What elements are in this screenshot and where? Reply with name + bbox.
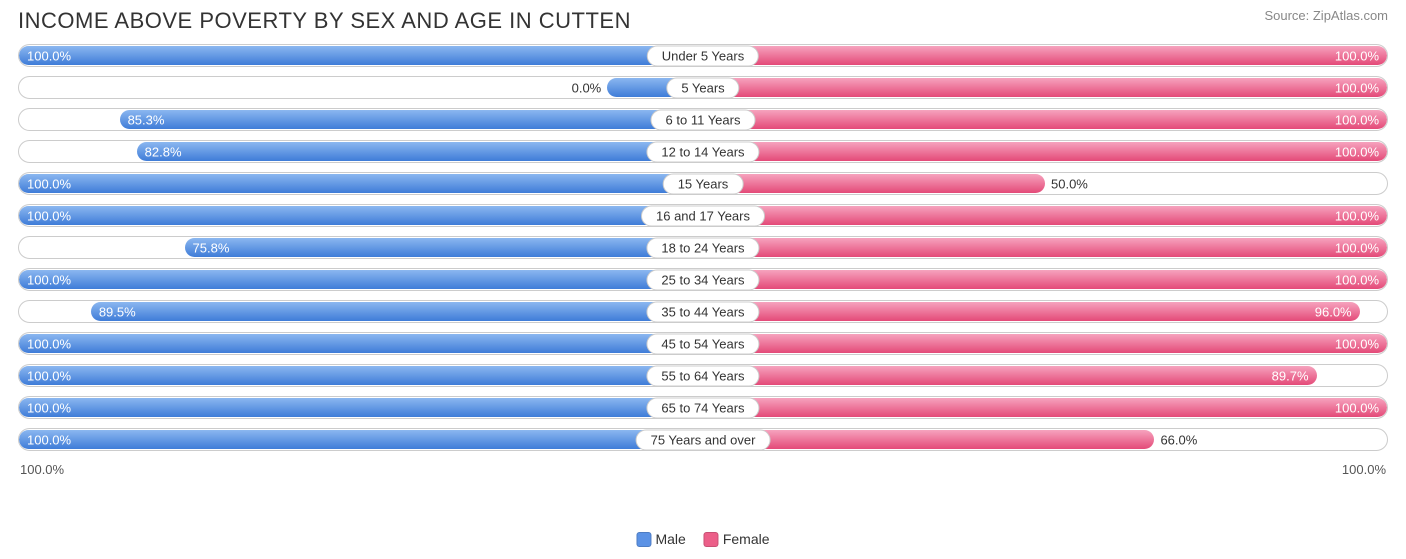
chart-row: 82.8% 100.0% 12 to 14 Years: [18, 140, 1388, 163]
source-attribution: Source: ZipAtlas.com: [1264, 8, 1388, 23]
chart-row: 85.3% 100.0% 6 to 11 Years: [18, 108, 1388, 131]
male-bar: 100.0%: [19, 206, 703, 225]
age-group-label: 6 to 11 Years: [651, 109, 756, 130]
male-value-label: 100.0%: [27, 336, 71, 351]
male-value-label: 100.0%: [27, 272, 71, 287]
male-bar: 100.0%: [19, 46, 703, 65]
female-bar: 100.0%: [703, 142, 1387, 161]
chart-row: 89.5% 96.0% 35 to 44 Years: [18, 300, 1388, 323]
male-bar: 82.8%: [137, 142, 703, 161]
chart-row: 0.0% 100.0% 5 Years: [18, 76, 1388, 99]
age-group-label: 5 Years: [666, 77, 739, 98]
female-value-label: 100.0%: [1335, 48, 1379, 63]
male-bar: 100.0%: [19, 174, 703, 193]
male-bar: 100.0%: [19, 366, 703, 385]
age-group-label: 35 to 44 Years: [646, 301, 759, 322]
male-bar: 100.0%: [19, 270, 703, 289]
chart-row: 100.0% 100.0% 65 to 74 Years: [18, 396, 1388, 419]
legend-female-swatch: [704, 532, 719, 547]
male-value-label: 100.0%: [27, 48, 71, 63]
female-bar: 100.0%: [703, 78, 1387, 97]
female-bar: 100.0%: [703, 334, 1387, 353]
female-value-label: 100.0%: [1335, 112, 1379, 127]
age-group-label: 25 to 34 Years: [646, 269, 759, 290]
male-value-label: 89.5%: [99, 304, 136, 319]
male-bar: 100.0%: [19, 398, 703, 417]
male-value-label: 0.0%: [572, 80, 602, 95]
chart-row: 100.0% 89.7% 55 to 64 Years: [18, 364, 1388, 387]
axis-labels: 100.0% 100.0%: [0, 460, 1406, 477]
female-bar: 100.0%: [703, 46, 1387, 65]
female-bar: 89.7%: [703, 366, 1317, 385]
chart-row: 100.0% 100.0% 16 and 17 Years: [18, 204, 1388, 227]
male-bar: 85.3%: [120, 110, 703, 129]
male-value-label: 100.0%: [27, 368, 71, 383]
female-value-label: 66.0%: [1160, 432, 1197, 447]
age-group-label: 15 Years: [663, 173, 744, 194]
chart-title: INCOME ABOVE POVERTY BY SEX AND AGE IN C…: [18, 8, 631, 34]
female-bar: 100.0%: [703, 238, 1387, 257]
female-value-label: 100.0%: [1335, 272, 1379, 287]
chart-row: 100.0% 100.0% 45 to 54 Years: [18, 332, 1388, 355]
female-value-label: 100.0%: [1335, 144, 1379, 159]
female-bar: 100.0%: [703, 206, 1387, 225]
chart-row: 100.0% 66.0% 75 Years and over: [18, 428, 1388, 451]
chart-row: 100.0% 100.0% Under 5 Years: [18, 44, 1388, 67]
female-bar: 100.0%: [703, 110, 1387, 129]
male-value-label: 100.0%: [27, 176, 71, 191]
female-bar: [703, 174, 1045, 193]
female-value-label: 50.0%: [1051, 176, 1088, 191]
male-value-label: 75.8%: [193, 240, 230, 255]
female-value-label: 96.0%: [1315, 304, 1352, 319]
male-bar: 100.0%: [19, 430, 703, 449]
age-group-label: 16 and 17 Years: [641, 205, 765, 226]
male-bar: 100.0%: [19, 334, 703, 353]
age-group-label: 12 to 14 Years: [646, 141, 759, 162]
female-bar: 96.0%: [703, 302, 1360, 321]
legend-male: Male: [636, 531, 685, 547]
male-value-label: 100.0%: [27, 208, 71, 223]
legend-female-label: Female: [723, 531, 770, 547]
male-value-label: 85.3%: [128, 112, 165, 127]
age-group-label: 55 to 64 Years: [646, 365, 759, 386]
female-bar: 100.0%: [703, 270, 1387, 289]
chart-row: 100.0% 50.0% 15 Years: [18, 172, 1388, 195]
legend: Male Female: [636, 531, 769, 547]
female-value-label: 100.0%: [1335, 400, 1379, 415]
male-value-label: 82.8%: [145, 144, 182, 159]
axis-right-label: 100.0%: [1342, 462, 1386, 477]
chart-row: 100.0% 100.0% 25 to 34 Years: [18, 268, 1388, 291]
male-bar: 89.5%: [91, 302, 703, 321]
age-group-label: Under 5 Years: [647, 45, 759, 66]
age-group-label: 65 to 74 Years: [646, 397, 759, 418]
female-bar: [703, 430, 1154, 449]
age-group-label: 45 to 54 Years: [646, 333, 759, 354]
male-value-label: 100.0%: [27, 432, 71, 447]
male-bar: 75.8%: [185, 238, 703, 257]
female-value-label: 100.0%: [1335, 240, 1379, 255]
female-value-label: 89.7%: [1272, 368, 1309, 383]
female-value-label: 100.0%: [1335, 336, 1379, 351]
female-value-label: 100.0%: [1335, 80, 1379, 95]
male-value-label: 100.0%: [27, 400, 71, 415]
chart-rows-container: 100.0% 100.0% Under 5 Years 0.0% 100.0% 5 Yea…: [0, 34, 1406, 451]
chart-row: 75.8% 100.0% 18 to 24 Years: [18, 236, 1388, 259]
female-bar: 100.0%: [703, 398, 1387, 417]
female-value-label: 100.0%: [1335, 208, 1379, 223]
legend-female: Female: [704, 531, 770, 547]
axis-left-label: 100.0%: [20, 462, 64, 477]
age-group-label: 18 to 24 Years: [646, 237, 759, 258]
age-group-label: 75 Years and over: [636, 429, 771, 450]
legend-male-label: Male: [655, 531, 685, 547]
legend-male-swatch: [636, 532, 651, 547]
